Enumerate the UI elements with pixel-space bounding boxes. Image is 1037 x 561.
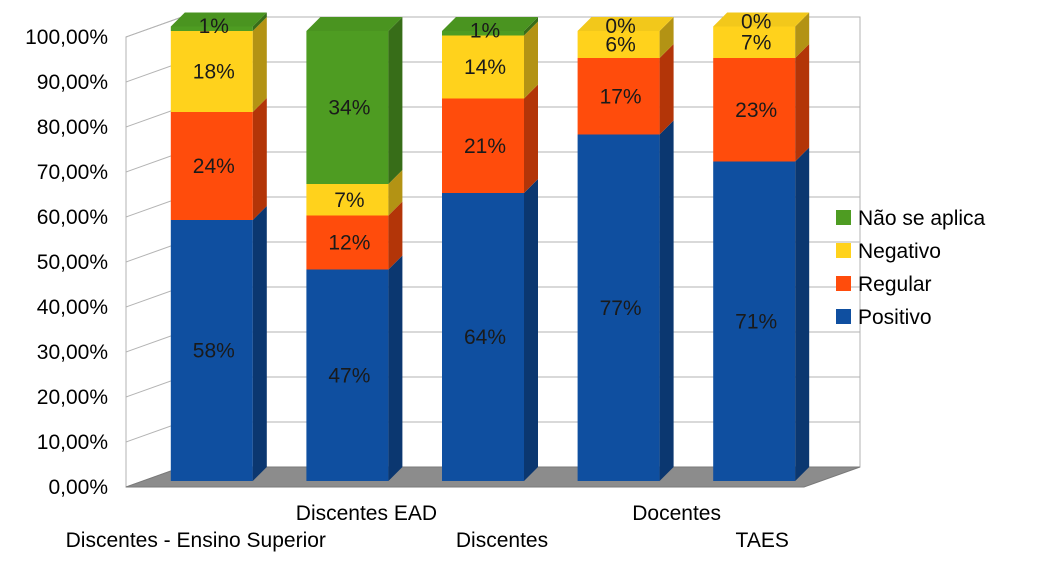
data-label: 12%	[328, 232, 370, 255]
data-label: 6%	[605, 34, 635, 57]
legend-swatch	[836, 309, 851, 324]
y-tick-label: 40,00%	[37, 296, 108, 319]
bar-segment-negativo	[306, 184, 389, 216]
bar-side-face	[795, 147, 810, 481]
bar-segment-negativo	[170, 31, 253, 112]
bar-side-face	[524, 84, 538, 193]
bar-side-face	[659, 120, 674, 481]
bar-side-face	[388, 201, 403, 270]
bar-side-face	[388, 255, 403, 481]
bar-stack: 64% 21% 14% 1%	[442, 17, 538, 481]
bar-segment-positivo	[713, 161, 796, 481]
bar-segment-regular	[306, 215, 389, 270]
bar-top-face	[577, 17, 674, 31]
y-tick-label: 90,00%	[37, 71, 108, 94]
data-label: 0%	[605, 15, 635, 38]
data-label: 71%	[735, 310, 777, 333]
bar-side-face	[252, 17, 267, 112]
data-label: 0%	[741, 11, 771, 34]
x-axis: Discentes - Ensino Superior Discentes EAD…	[66, 502, 789, 552]
legend-label: Negativo	[858, 240, 941, 263]
legend: Não se aplica Negativo Regular Positivo	[836, 207, 986, 329]
legend-swatch	[836, 243, 851, 258]
bar-segment-regular	[442, 98, 524, 193]
category-label: Docentes	[632, 502, 721, 525]
bar-side-face	[524, 17, 538, 36]
bar-segment-regular	[713, 58, 796, 162]
bar-top-face	[442, 17, 538, 31]
bar-segment-positivo	[170, 220, 253, 481]
legend-swatch	[836, 210, 851, 225]
bar-side-face	[388, 170, 403, 216]
data-label: 21%	[464, 135, 506, 158]
data-label: 18%	[193, 61, 235, 84]
bar-top-face	[713, 12, 810, 27]
bar-top-face	[306, 17, 403, 31]
bar-side-face	[795, 44, 810, 162]
bar-side-face	[252, 12, 267, 31]
category-label: Discentes	[456, 529, 548, 552]
bar-stack: 77% 17% 6%0%	[577, 15, 674, 481]
bar-segment-negativo	[577, 31, 660, 58]
category-label: Discentes EAD	[296, 502, 437, 525]
legend-label: Não se aplica	[858, 207, 986, 230]
legend-label: Regular	[858, 273, 932, 296]
y-tick-label: 10,00%	[37, 431, 108, 454]
data-label: 17%	[600, 85, 642, 108]
data-label: 23%	[735, 99, 777, 122]
bar-side-face	[388, 17, 403, 184]
bar-segment-positivo	[577, 134, 660, 481]
data-label: 14%	[464, 56, 506, 79]
y-tick-label: 70,00%	[37, 161, 108, 184]
y-tick-label: 60,00%	[37, 206, 108, 229]
bar-stack: 58% 24% 18% 1%	[170, 12, 267, 481]
y-axis: 0,00% 10,00% 20,00% 30,00% 40,00% 50,00% 60,00…	[25, 26, 108, 499]
bar-segment-não-se-aplica	[442, 31, 524, 36]
bar-side-face	[252, 206, 267, 481]
y-tick-label: 50,00%	[37, 251, 108, 274]
data-label: 1%	[470, 20, 500, 43]
bar-side-face	[524, 179, 538, 481]
bar-segment-regular	[170, 112, 253, 220]
bar-segment-negativo	[713, 26, 796, 58]
bar-stack: 47% 12% 7% 34%	[306, 17, 403, 481]
y-tick-label: 0,00%	[48, 476, 108, 499]
bar-side-face	[659, 44, 674, 135]
data-label: 77%	[600, 297, 642, 320]
category-label: Discentes - Ensino Superior	[66, 529, 326, 552]
bar-side-face	[659, 17, 674, 58]
data-label: 24%	[193, 155, 235, 178]
bar-side-face	[524, 21, 538, 99]
legend-swatch	[836, 276, 851, 291]
y-tick-label: 30,00%	[37, 341, 108, 364]
data-label: 47%	[328, 364, 370, 387]
data-label: 7%	[334, 189, 364, 212]
bar-segment-negativo	[442, 35, 524, 99]
bar-top-face	[170, 12, 267, 27]
legend-label: Positivo	[858, 306, 932, 329]
bar-stack: 71% 23% 7%0%	[713, 11, 810, 481]
category-label: TAES	[736, 529, 789, 552]
bar-segment-regular	[577, 58, 660, 135]
data-label: 58%	[193, 340, 235, 363]
bar-segment-não-se-aplica	[170, 26, 253, 31]
bars: 58% 24% 18% 1% 47% 12% 7% 34% 64% 21% 14% 1% 77% 17% 6…	[170, 11, 810, 481]
bar-segment-positivo	[442, 193, 524, 481]
y-tick-label: 100,00%	[25, 26, 108, 49]
y-tick-label: 20,00%	[37, 386, 108, 409]
bar-segment-positivo	[306, 269, 389, 481]
bar-side-face	[252, 98, 267, 220]
data-label: 34%	[328, 97, 370, 120]
y-tick-label: 80,00%	[37, 116, 108, 139]
data-label: 7%	[741, 31, 771, 54]
bar-side-face	[795, 12, 810, 58]
bar-segment-não-se-aplica	[306, 31, 389, 184]
data-label: 64%	[464, 326, 506, 349]
data-label: 1%	[199, 15, 229, 38]
